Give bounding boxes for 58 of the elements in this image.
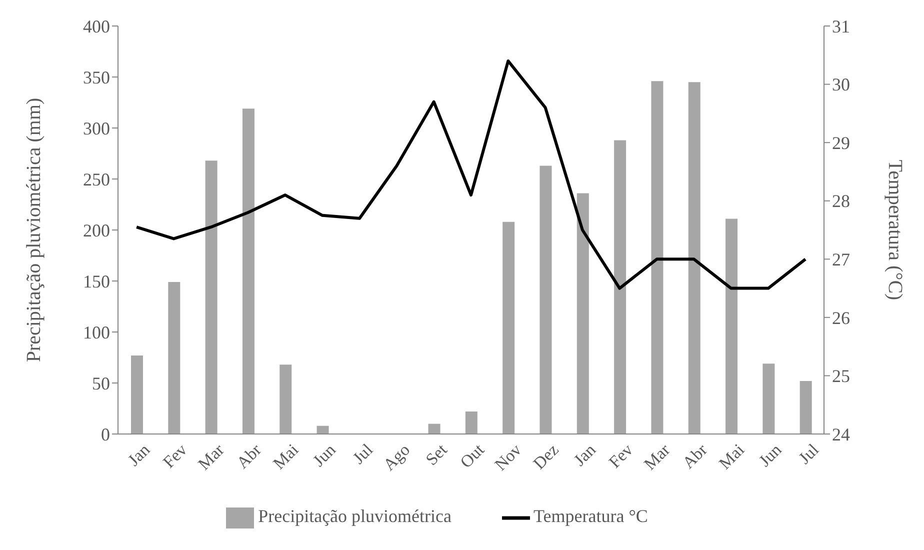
bar bbox=[576, 193, 589, 434]
x-tick-label: Mar bbox=[640, 440, 674, 474]
y2-tick-label: 26 bbox=[832, 308, 850, 328]
y-tick-label: 50 bbox=[92, 373, 110, 394]
y-tick-label: 400 bbox=[83, 16, 110, 36]
bar bbox=[688, 82, 700, 434]
x-tick-label: Jul bbox=[794, 440, 823, 468]
x-tick-label: Jan bbox=[570, 440, 600, 470]
y-tick-label: 250 bbox=[83, 169, 110, 190]
y-tick-label: 0 bbox=[101, 424, 110, 444]
y-tick-label: 300 bbox=[83, 118, 110, 138]
x-tick-label: Dez bbox=[529, 440, 563, 474]
bar bbox=[726, 218, 738, 434]
x-tick-label: Abr bbox=[232, 440, 266, 472]
bar bbox=[614, 140, 626, 434]
x-tick-label: Abr bbox=[678, 440, 712, 472]
x-tick-label: Fev bbox=[159, 440, 192, 472]
y2-tick-label: 29 bbox=[832, 132, 850, 153]
y2-tick-label: 24 bbox=[832, 424, 850, 444]
line-series bbox=[135, 59, 807, 290]
x-tick-label: Mai bbox=[269, 440, 302, 474]
y-axis-title: Precipitação pluviométrica (mm) bbox=[23, 98, 46, 362]
bar bbox=[800, 380, 812, 434]
bar bbox=[465, 412, 478, 434]
bar bbox=[242, 108, 254, 434]
bar bbox=[540, 166, 552, 434]
x-tick-label: Jan bbox=[124, 440, 154, 470]
x-tick-label: Set bbox=[422, 440, 451, 470]
bar bbox=[428, 424, 440, 434]
x-tick-label: Out bbox=[456, 440, 488, 472]
y-tick-label: 350 bbox=[83, 67, 110, 88]
bar bbox=[131, 355, 143, 434]
legend-label: Precipitação pluviométrica bbox=[258, 506, 452, 526]
x-tick-label: Nov bbox=[490, 440, 526, 474]
bar bbox=[502, 222, 515, 434]
y-tick-label: 200 bbox=[83, 220, 110, 240]
bar bbox=[280, 364, 292, 434]
y-tick-label: 150 bbox=[83, 271, 110, 292]
x-tick-label: Fev bbox=[605, 440, 637, 472]
y2-tick-label: 27 bbox=[832, 250, 850, 270]
x-tick-label: Mar bbox=[194, 440, 228, 474]
bar bbox=[762, 364, 775, 434]
bar bbox=[168, 282, 180, 434]
y2-tick-label: 31 bbox=[832, 16, 850, 36]
bar bbox=[316, 426, 329, 434]
x-tick-label: Jun bbox=[309, 440, 340, 470]
y-tick-label: 100 bbox=[83, 322, 110, 342]
x-tick-label: Mai bbox=[715, 440, 748, 474]
y2-tick-label: 28 bbox=[832, 191, 850, 212]
y2-tick-label: 25 bbox=[832, 366, 850, 386]
y2-axis-title: Temperatura (°C) bbox=[884, 160, 906, 300]
x-tick-label: Jun bbox=[755, 440, 786, 470]
legend-label: Temperatura °C bbox=[534, 506, 648, 526]
x-tick-label: Jul bbox=[349, 440, 377, 468]
bar bbox=[651, 81, 664, 434]
x-tick-label: Ago bbox=[380, 440, 414, 474]
y2-tick-label: 30 bbox=[832, 74, 850, 95]
bar bbox=[205, 160, 218, 434]
